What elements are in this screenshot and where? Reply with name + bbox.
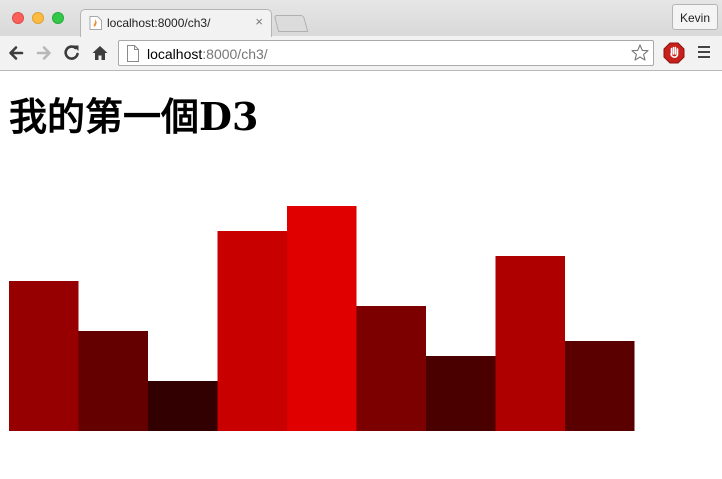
profile-button[interactable]: Kevin <box>671 4 718 30</box>
reload-icon[interactable] <box>62 43 82 63</box>
bar-7 <box>426 356 496 431</box>
tab-strip: localhost:8000/ch3/ × Kevin <box>0 0 722 37</box>
window-close-button[interactable] <box>12 12 24 24</box>
window-maximize-button[interactable] <box>52 12 64 24</box>
star-icon[interactable] <box>630 43 650 63</box>
page-icon <box>127 45 139 62</box>
forward-icon[interactable] <box>34 43 54 63</box>
url-path: :8000/ch3/ <box>202 46 268 62</box>
tab-close-icon[interactable]: × <box>255 14 263 29</box>
menu-icon[interactable] <box>697 44 711 60</box>
tab-title: localhost:8000/ch3/ <box>107 16 211 30</box>
back-icon[interactable] <box>6 43 26 63</box>
bar-5 <box>287 206 357 431</box>
bar-3 <box>148 381 218 431</box>
page-favicon-icon <box>89 16 102 30</box>
bar-2 <box>78 331 148 431</box>
bar-1 <box>9 281 79 431</box>
new-tab-button[interactable] <box>273 15 309 32</box>
window-minimize-button[interactable] <box>32 12 44 24</box>
page-title: 我的第一個D3 <box>9 94 259 139</box>
browser-tab[interactable]: localhost:8000/ch3/ × <box>80 9 272 37</box>
url-host: localhost <box>147 46 203 62</box>
bar-9 <box>565 341 635 431</box>
toolbar: localhost:8000/ch3/ <box>0 36 722 70</box>
browser-chrome: localhost:8000/ch3/ × Kevin localhost:80… <box>0 0 722 71</box>
bar-4 <box>217 231 287 431</box>
home-icon[interactable] <box>90 43 110 63</box>
page-content: 我的第一個D3 <box>0 71 722 479</box>
bar-chart <box>9 206 635 431</box>
address-text[interactable]: localhost:8000/ch3/ <box>147 46 268 62</box>
address-bar[interactable]: localhost:8000/ch3/ <box>118 40 654 66</box>
bar-8 <box>495 256 565 431</box>
stop-extension-icon[interactable] <box>663 42 685 64</box>
bar-6 <box>356 306 426 431</box>
